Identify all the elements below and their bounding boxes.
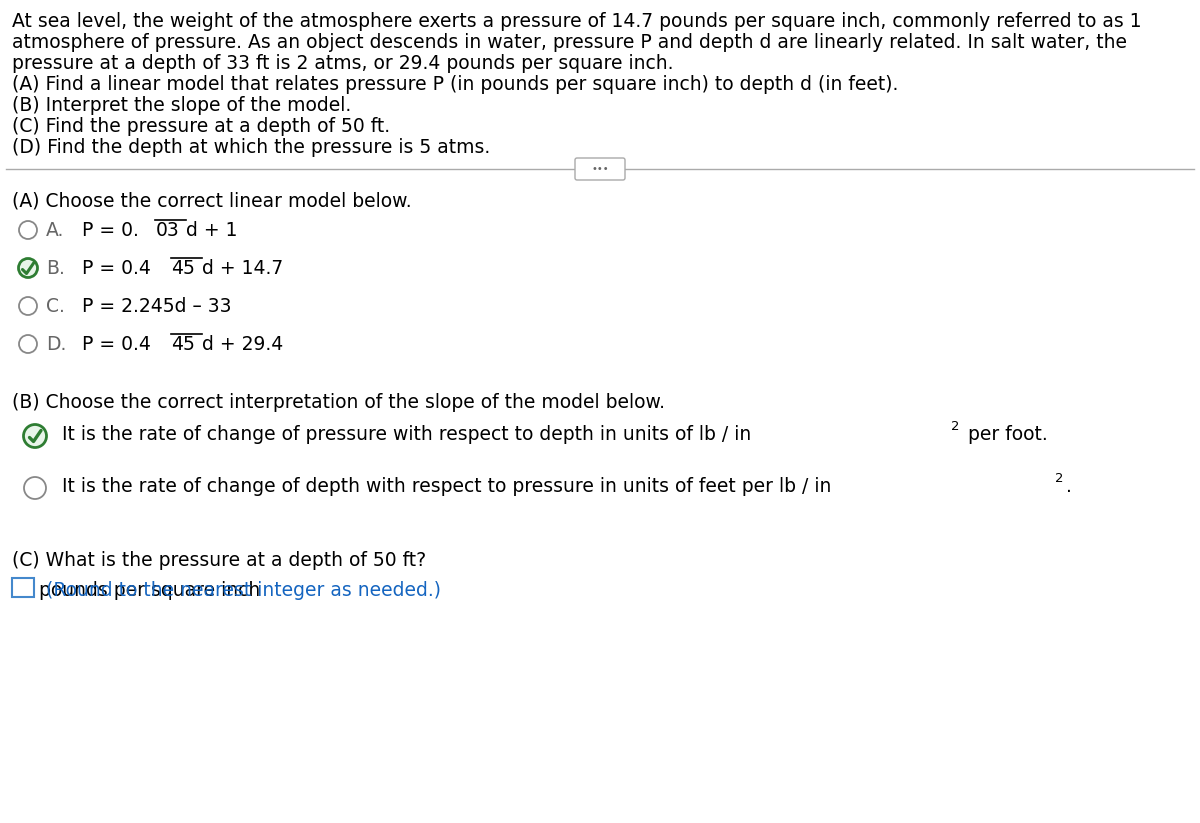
Text: 45: 45 [170, 259, 194, 278]
Text: P = 0.4: P = 0.4 [82, 335, 151, 354]
Text: per foot.: per foot. [962, 425, 1048, 444]
Text: P = 0.4: P = 0.4 [82, 259, 151, 278]
Circle shape [19, 259, 37, 277]
Text: (B) Interpret the slope of the model.: (B) Interpret the slope of the model. [12, 96, 352, 115]
Text: 45: 45 [170, 335, 194, 354]
Circle shape [24, 477, 46, 499]
Text: It is the rate of change of pressure with respect to depth in units of lb / in: It is the rate of change of pressure wit… [62, 425, 751, 444]
Text: (A) Choose the correct linear model below.: (A) Choose the correct linear model belo… [12, 191, 412, 210]
Text: P = 0.: P = 0. [82, 221, 139, 240]
Text: (A) Find a linear model that relates pressure P (in pounds per square inch) to d: (A) Find a linear model that relates pre… [12, 75, 899, 94]
Text: 2: 2 [1055, 472, 1063, 485]
Bar [12, 578, 34, 597]
FancyBboxPatch shape [575, 158, 625, 180]
Text: A.: A. [46, 221, 65, 240]
Text: (B) Choose the correct interpretation of the slope of the model below.: (B) Choose the correct interpretation of… [12, 393, 665, 412]
Text: .: . [1066, 477, 1072, 496]
Text: P = 2.245d – 33: P = 2.245d – 33 [82, 297, 232, 316]
Text: At sea level, the weight of the atmosphere exerts a pressure of 14.7 pounds per : At sea level, the weight of the atmosphe… [12, 12, 1141, 31]
Text: •••: ••• [592, 164, 608, 174]
Circle shape [19, 297, 37, 315]
Text: D.: D. [46, 335, 66, 354]
Text: (C) Find the pressure at a depth of 50 ft.: (C) Find the pressure at a depth of 50 f… [12, 117, 390, 136]
Text: pressure at a depth of 33 ft is 2 atms, or 29.4 pounds per square inch.: pressure at a depth of 33 ft is 2 atms, … [12, 54, 673, 73]
Circle shape [24, 425, 46, 447]
Text: atmosphere of pressure. As an object descends in water, pressure P and depth d a: atmosphere of pressure. As an object des… [12, 33, 1127, 52]
Text: (D) Find the depth at which the pressure is 5 atms.: (D) Find the depth at which the pressure… [12, 138, 491, 157]
Text: d + 29.4: d + 29.4 [202, 335, 283, 354]
Circle shape [19, 335, 37, 353]
Text: 03: 03 [155, 221, 179, 240]
Text: (C) What is the pressure at a depth of 50 ft?: (C) What is the pressure at a depth of 5… [12, 551, 426, 570]
Circle shape [24, 425, 47, 448]
Circle shape [19, 221, 37, 239]
Text: d + 14.7: d + 14.7 [202, 259, 283, 278]
Text: C.: C. [46, 297, 65, 316]
Text: (Round to the nearest integer as needed.): (Round to the nearest integer as needed.… [47, 581, 442, 600]
Text: pounds per square inch: pounds per square inch [38, 581, 260, 600]
Circle shape [18, 258, 37, 277]
Text: d + 1: d + 1 [186, 221, 238, 240]
Text: 2: 2 [952, 420, 960, 433]
Text: It is the rate of change of depth with respect to pressure in units of feet per : It is the rate of change of depth with r… [62, 477, 832, 496]
Text: B.: B. [46, 259, 65, 278]
